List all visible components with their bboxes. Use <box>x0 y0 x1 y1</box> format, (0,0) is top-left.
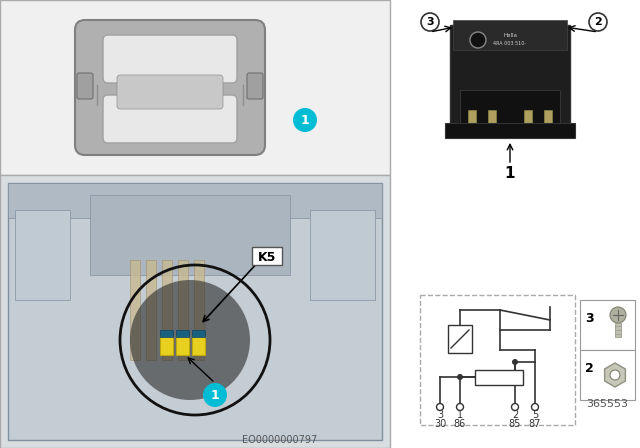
Bar <box>162 260 172 360</box>
Text: 1: 1 <box>211 388 220 401</box>
FancyBboxPatch shape <box>252 247 282 265</box>
Text: 86: 86 <box>454 419 466 429</box>
Circle shape <box>610 370 620 380</box>
Circle shape <box>531 404 538 410</box>
Circle shape <box>610 307 626 323</box>
Bar <box>445 123 575 138</box>
Bar <box>160 335 173 355</box>
Bar <box>453 20 567 50</box>
Bar <box>0 175 390 448</box>
Bar <box>544 110 552 132</box>
Text: EO0000000797: EO0000000797 <box>243 435 317 445</box>
Text: 87: 87 <box>529 419 541 429</box>
Bar <box>450 25 570 125</box>
Circle shape <box>589 13 607 31</box>
Bar <box>176 330 189 337</box>
Bar <box>468 110 476 132</box>
Text: 4RA 003 510-: 4RA 003 510- <box>493 40 527 46</box>
Bar <box>0 0 390 175</box>
Text: 365553: 365553 <box>586 399 628 409</box>
Bar <box>130 260 140 360</box>
FancyBboxPatch shape <box>247 73 263 99</box>
Text: Hella: Hella <box>503 33 517 38</box>
Bar <box>8 183 382 440</box>
Bar <box>146 260 156 360</box>
Text: 3: 3 <box>585 311 594 324</box>
Bar <box>310 210 375 300</box>
Bar <box>160 330 173 337</box>
Text: 2: 2 <box>512 410 518 420</box>
Text: 1: 1 <box>505 165 515 181</box>
Bar <box>524 110 532 132</box>
Bar <box>15 210 70 300</box>
Text: 85: 85 <box>509 419 521 429</box>
Text: 3: 3 <box>437 410 443 420</box>
Text: 2: 2 <box>594 17 602 27</box>
FancyBboxPatch shape <box>103 95 237 143</box>
Text: 5: 5 <box>532 410 538 420</box>
Bar <box>194 260 204 360</box>
Bar <box>90 195 290 275</box>
Circle shape <box>203 383 227 407</box>
Bar <box>8 183 382 218</box>
Bar <box>448 325 472 353</box>
Bar <box>488 110 496 132</box>
Text: 2: 2 <box>585 362 594 375</box>
FancyBboxPatch shape <box>103 35 237 83</box>
Circle shape <box>512 359 518 365</box>
FancyBboxPatch shape <box>117 75 223 109</box>
Circle shape <box>293 108 317 132</box>
Text: 1: 1 <box>301 113 309 126</box>
Text: K5: K5 <box>258 250 276 263</box>
Bar <box>192 335 205 355</box>
FancyBboxPatch shape <box>75 20 265 155</box>
Bar <box>178 260 188 360</box>
Circle shape <box>421 13 439 31</box>
FancyBboxPatch shape <box>77 73 93 99</box>
Text: 3: 3 <box>426 17 434 27</box>
Circle shape <box>456 404 463 410</box>
Circle shape <box>130 280 250 400</box>
Bar <box>192 330 205 337</box>
Circle shape <box>457 374 463 380</box>
Bar <box>176 335 189 355</box>
FancyBboxPatch shape <box>420 295 575 425</box>
Circle shape <box>470 32 486 48</box>
Bar <box>460 90 560 128</box>
Text: 30: 30 <box>434 419 446 429</box>
Circle shape <box>436 404 444 410</box>
Text: 1: 1 <box>457 410 463 420</box>
Bar <box>580 350 635 400</box>
Bar <box>580 300 635 350</box>
Circle shape <box>511 404 518 410</box>
Bar <box>615 323 621 337</box>
Bar <box>475 370 523 385</box>
